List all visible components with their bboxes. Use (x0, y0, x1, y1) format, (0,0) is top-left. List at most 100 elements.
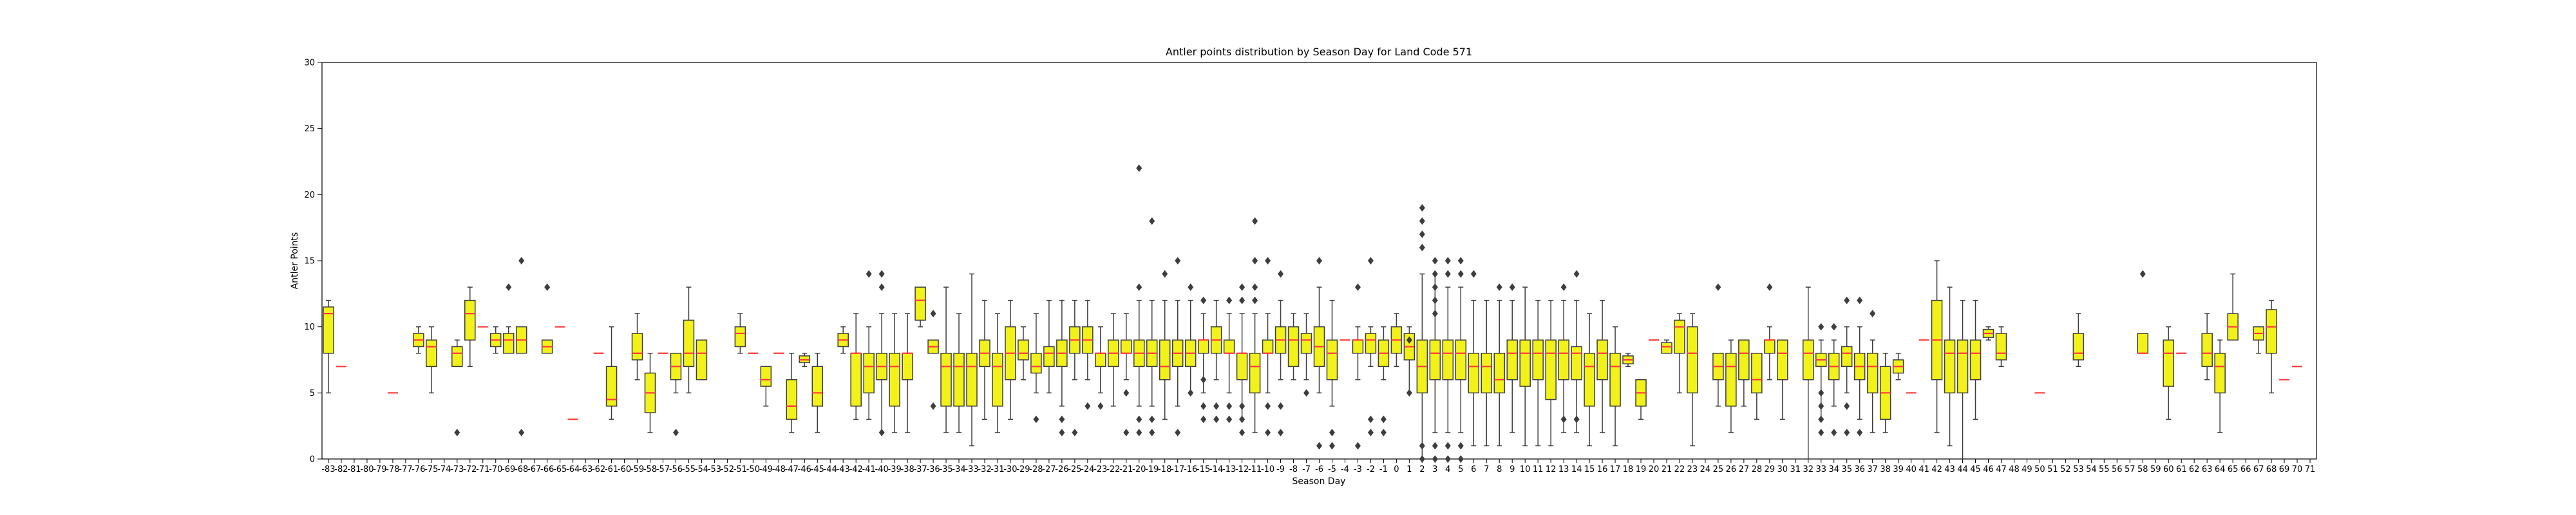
box-iqr (1995, 333, 2007, 360)
x-tick-label: -43 (837, 465, 850, 474)
box-iqr (1030, 352, 1042, 374)
x-tick-label: 56 (2112, 465, 2123, 474)
x-tick-label: 31 (1790, 465, 1801, 474)
x-tick-label: 71 (2305, 465, 2316, 474)
outlier-point (1200, 296, 1207, 304)
x-tick-label: -74 (437, 465, 451, 474)
x-tick-label: 15 (1584, 465, 1595, 474)
x-tick-label: 67 (2253, 465, 2264, 474)
outlier-point (1844, 296, 1850, 304)
box-iqr (605, 366, 618, 407)
x-tick-label: 21 (1662, 465, 1672, 474)
x-tick-label: -42 (849, 465, 863, 474)
outlier-point (1252, 257, 1258, 265)
box-day-68 (2266, 299, 2277, 394)
x-tick-label: -44 (824, 465, 837, 474)
x-tick-label: 42 (1931, 465, 1942, 474)
box-iqr (1223, 339, 1235, 354)
box-day-63 (2201, 313, 2213, 380)
outlier-point (1560, 283, 1567, 291)
box-day--24 (1082, 299, 1094, 410)
box-day--69 (502, 283, 515, 354)
x-tick-label: -12 (1235, 465, 1249, 474)
outlier-point (1226, 415, 1233, 424)
box-day--56 (670, 352, 682, 436)
box-day--45 (811, 352, 823, 433)
x-tick-label: 20 (1649, 465, 1660, 474)
box-iqr (1095, 352, 1106, 368)
box-day--32 (979, 299, 990, 420)
box-iqr (464, 299, 476, 341)
outlier-point (1457, 442, 1464, 450)
x-tick-label: -13 (1222, 465, 1236, 474)
box-iqr (2214, 352, 2226, 394)
outlier-point (1432, 442, 1438, 450)
x-tick-label: 38 (1880, 465, 1891, 474)
box-day--34 (953, 313, 965, 433)
outlier-point (1818, 402, 1824, 410)
box-day--15 (1197, 296, 1209, 424)
outlier-point (1444, 442, 1451, 450)
box-day--14 (1210, 299, 1222, 424)
x-tick-label: 60 (2163, 465, 2174, 474)
box-day-33 (1815, 323, 1827, 436)
outlier-point (1406, 389, 1412, 397)
x-tick-label: -2 (1367, 465, 1375, 474)
x-tick-label: 7 (1484, 465, 1489, 474)
box-day-7 (1481, 299, 1492, 447)
outlier-point (1573, 415, 1580, 424)
x-tick-label: -77 (399, 465, 412, 474)
y-tick-label: 15 (304, 257, 315, 267)
outlier-point (1560, 415, 1567, 424)
box-day--5 (1326, 299, 1338, 450)
box-day-1 (1403, 326, 1416, 397)
x-tick-label: 5 (1458, 465, 1463, 474)
box-day-22 (1674, 313, 1685, 394)
x-tick-label: 48 (2009, 465, 2020, 474)
box-day-17 (1609, 326, 1621, 447)
x-tick-label: -83 (321, 465, 335, 474)
box-iqr (953, 352, 965, 407)
outlier-point (1857, 429, 1863, 436)
box-iqr (1944, 339, 1956, 394)
x-tick-label: 23 (1687, 465, 1698, 474)
x-tick-label: -25 (1068, 465, 1081, 474)
box-iqr (1725, 352, 1737, 407)
x-tick-label: 1 (1406, 465, 1412, 474)
x-tick-label: -17 (1171, 465, 1184, 474)
x-tick-label: -21 (1119, 465, 1133, 474)
x-tick-label: 65 (2228, 465, 2239, 474)
box-day-26 (1725, 339, 1737, 433)
box-iqr (1609, 352, 1621, 407)
outlier-point (1831, 429, 1837, 436)
x-tick-label: 53 (2073, 465, 2084, 474)
outlier-point (1818, 323, 1824, 331)
x-tick-label: 58 (2137, 465, 2148, 474)
box-day--72 (464, 286, 476, 368)
box-day-28 (1751, 352, 1763, 420)
outlier-point (930, 402, 936, 410)
box-iqr (1571, 346, 1582, 380)
x-tick-label: 22 (1674, 465, 1685, 474)
x-tick-label: -53 (708, 465, 721, 474)
box-iqr (2072, 333, 2085, 360)
box-day-45 (1969, 299, 1982, 420)
outlier-point (1175, 257, 1181, 265)
box-day-29 (1764, 283, 1776, 380)
box-iqr (2266, 309, 2277, 354)
outlier-point (1162, 270, 1168, 278)
x-tick-label: 66 (2240, 465, 2251, 474)
outlier-point (1200, 415, 1207, 424)
box-day--73 (451, 339, 463, 436)
x-tick-label: -6 (1315, 465, 1323, 474)
x-tick-label: 4 (1445, 465, 1450, 474)
box-day-21 (1661, 339, 1672, 354)
box-day-42 (1931, 260, 1943, 433)
outlier-point (1278, 402, 1284, 410)
box-iqr (1121, 339, 1132, 354)
box-day--61 (605, 326, 618, 420)
outlier-point (1444, 257, 1451, 265)
outlier-point (1432, 455, 1438, 463)
box-day-65 (2227, 273, 2239, 341)
box-day-6 (1468, 270, 1480, 447)
